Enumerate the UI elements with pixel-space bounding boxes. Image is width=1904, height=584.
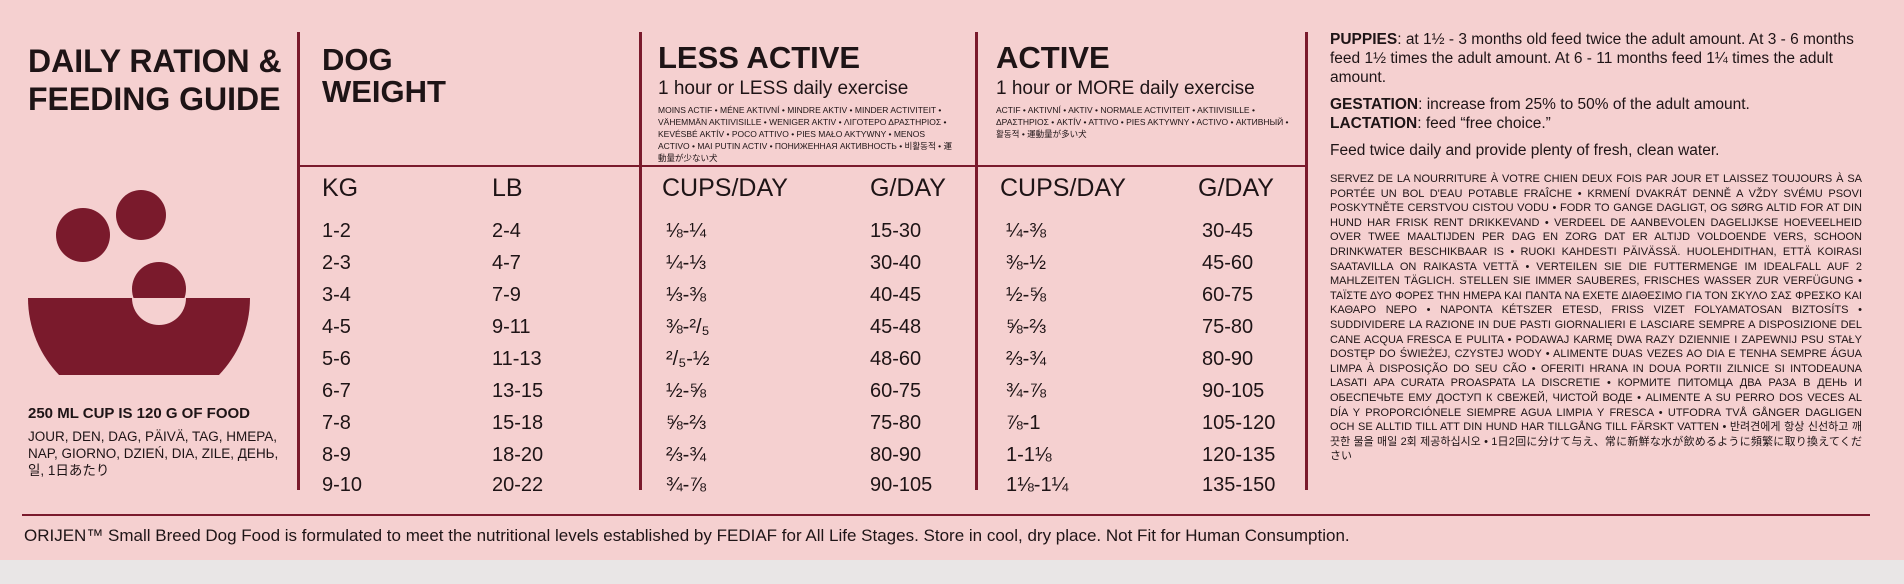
active-g-cell: 45-60: [1202, 252, 1254, 274]
feeding-notes: PUPPIES: at 1½ - 3 months old feed twice…: [1330, 30, 1862, 475]
guide-title-line-2: FEEDING GUIDE: [28, 81, 281, 117]
active-translations: ACTIF • AKTIVNÍ • AKTIV • NORMALE ACTIVI…: [996, 105, 1289, 139]
active-g-cell: 105-120: [1202, 412, 1276, 434]
lactation-text: : feed “free choice.”: [1417, 115, 1551, 132]
cup-note-languages: JOUR, DEN, DAG, PÄIVÄ, TAG, ΗΜΕΡΑ, NAP, …: [28, 429, 279, 478]
less-active-title: LESS ACTIVE: [658, 40, 861, 75]
kg-cell: 7-8: [322, 412, 351, 434]
active-g-cell: 120-135: [1202, 444, 1276, 466]
active-g-cell: 135-150: [1202, 474, 1276, 496]
less-active-cups-cell: ²/₅-½: [666, 348, 710, 370]
kg-column-header: KG: [322, 174, 359, 202]
active-cups-cell: 1-1⅛: [1006, 444, 1052, 466]
active-g-cell: 75-80: [1202, 316, 1254, 338]
multilingual-instructions: SERVEZ DE LA NOURRITURE À VOTRE CHIEN DE…: [1330, 173, 1862, 463]
footer-statement: ORIJEN™ Small Breed Dog Food is formulat…: [24, 526, 1350, 545]
less-active-subtitle: 1 hour or LESS daily exercise: [658, 78, 909, 99]
less-active-cups-cell: ⅔-¾: [666, 444, 707, 466]
less-active-g-cell: 48-60: [870, 348, 922, 370]
lb-cell: 4-7: [492, 252, 521, 274]
less-active-cups-cell: ⅛-¼: [666, 220, 707, 242]
food-bowl-icon: [28, 190, 250, 375]
kg-cell: 5-6: [322, 348, 351, 370]
less-active-translations: MOINS ACTIF • MÉNE AKTIVNÍ • MINDRE AKTI…: [658, 105, 953, 163]
less-active-g-cell: 75-80: [870, 412, 922, 434]
puppies-label: PUPPIES: [1330, 31, 1398, 48]
dog-weight-title-line-2: WEIGHT: [322, 74, 446, 109]
less-active-g-cell: 30-40: [870, 252, 922, 274]
lb-column-header: LB: [492, 174, 523, 202]
kg-cell: 8-9: [322, 444, 351, 466]
less-active-g-cell: 40-45: [870, 284, 922, 306]
less-active-g-cell: 60-75: [870, 380, 922, 402]
footer-rule: [22, 514, 1870, 516]
kg-cell: 6-7: [322, 380, 351, 402]
gestation-text: : increase from 25% to 50% of the adult …: [1418, 96, 1750, 113]
cup-note: 250 ML CUP IS 120 G OF FOOD: [28, 405, 251, 422]
less-active-cups-cell: ½-⅝: [666, 380, 707, 402]
lb-cell: 9-11: [492, 316, 531, 338]
less-active-g-cell: 15-30: [870, 220, 922, 242]
lactation-note: LACTATION: feed “free choice.”: [1330, 114, 1862, 133]
active-cups-cell: ⅝-⅔: [1006, 316, 1047, 338]
less-active-cups-cell: ¾-⅞: [666, 474, 707, 496]
kg-cell: 1-2: [322, 220, 351, 242]
active-cups-cell: 1⅛-1¼: [1006, 474, 1069, 496]
kg-cell: 2-3: [322, 252, 351, 274]
active-cups-cell: ⅜-½: [1006, 252, 1047, 274]
less-active-cups-header: CUPS/DAY: [662, 174, 788, 202]
active-g-cell: 30-45: [1202, 220, 1254, 242]
less-active-g-cell: 80-90: [870, 444, 922, 466]
active-g-cell: 60-75: [1202, 284, 1254, 306]
kg-cell: 9-10: [322, 474, 363, 496]
lb-cell: 15-18: [492, 412, 544, 434]
header-rule: [299, 165, 1305, 167]
lactation-label: LACTATION: [1330, 115, 1418, 132]
lb-cell: 11-13: [492, 348, 542, 370]
puppies-text: : at 1½ - 3 months old feed twice the ad…: [1330, 31, 1854, 86]
less-active-g-cell: 90-105: [870, 474, 933, 496]
active-cups-cell: ⅔-¾: [1006, 348, 1047, 370]
dog-weight-title: DOG WEIGHT: [322, 44, 446, 108]
gestation-note: GESTATION: increase from 25% to 50% of t…: [1330, 95, 1862, 114]
less-active-g-cell: 45-48: [870, 316, 922, 338]
feed-twice-note: Feed twice daily and provide plenty of f…: [1330, 142, 1720, 159]
divider: [297, 32, 300, 490]
lb-cell: 18-20: [492, 444, 544, 466]
less-active-cups-cell: ⅓-⅜: [666, 284, 707, 306]
active-cups-cell: ½-⅝: [1006, 284, 1047, 306]
active-cups-cell: ⅞-1: [1006, 412, 1041, 434]
guide-title-line-1: DAILY RATION &: [28, 43, 282, 79]
less-active-cups-cell: ⅝-⅔: [666, 412, 707, 434]
less-active-g-header: G/DAY: [870, 174, 946, 202]
lb-cell: 20-22: [492, 474, 544, 496]
kg-cell: 3-4: [322, 284, 351, 306]
lb-cell: 2-4: [492, 220, 521, 242]
dog-weight-title-line-1: DOG: [322, 42, 393, 77]
puppies-note: PUPPIES: at 1½ - 3 months old feed twice…: [1330, 30, 1862, 87]
active-cups-cell: ¾-⅞: [1006, 380, 1047, 402]
divider: [975, 32, 978, 490]
gestation-label: GESTATION: [1330, 96, 1419, 113]
active-cups-header: CUPS/DAY: [1000, 174, 1126, 202]
lb-cell: 13-15: [492, 380, 544, 402]
divider: [639, 32, 642, 490]
less-active-cups-cell: ⅜-²/₅: [666, 316, 710, 338]
active-title: ACTIVE: [996, 40, 1110, 75]
active-cups-cell: ¼-⅜: [1006, 220, 1047, 242]
feeding-guide-panel: DAILY RATION & FEEDING GUIDE 250 ML CUP …: [0, 0, 1904, 560]
kg-cell: 4-5: [322, 316, 351, 338]
active-g-cell: 80-90: [1202, 348, 1254, 370]
active-g-cell: 90-105: [1202, 380, 1265, 402]
lb-cell: 7-9: [492, 284, 521, 306]
divider: [1305, 32, 1308, 490]
active-g-header: G/DAY: [1198, 174, 1274, 202]
active-subtitle: 1 hour or MORE daily exercise: [996, 78, 1255, 99]
guide-title: DAILY RATION & FEEDING GUIDE: [28, 42, 282, 118]
less-active-cups-cell: ¼-⅓: [666, 252, 707, 274]
